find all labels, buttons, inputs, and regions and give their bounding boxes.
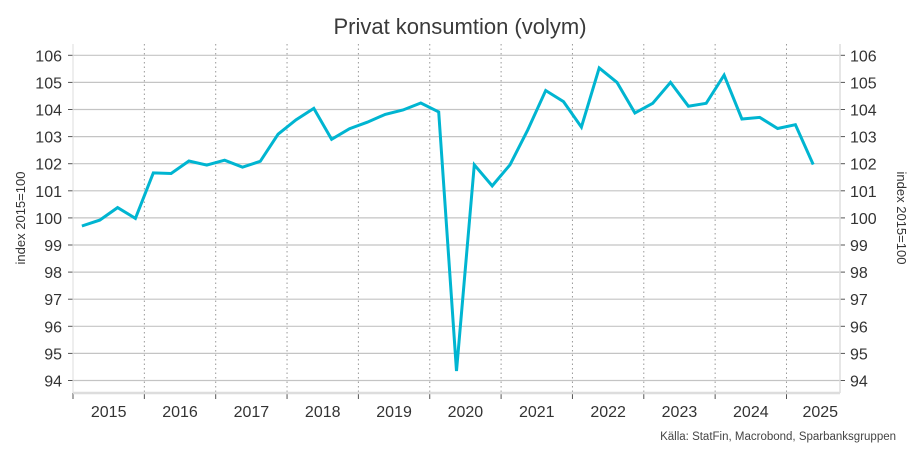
y-tick-label-left: 100 [35,211,62,228]
y-tick-label-right: 103 [850,130,877,147]
source-note: Källa: StatFin, Macrobond, Sparbanksgrup… [660,431,896,443]
y-tick-label-left: 103 [35,130,62,147]
y-tick-label-left: 106 [35,48,62,65]
x-tick-label: 2022 [590,404,626,421]
chart-title: Privat konsumtion (volym) [333,14,586,39]
y-tick-label-right: 102 [850,157,877,174]
y-tick-label-right: 94 [850,374,868,391]
x-tick-label: 2020 [448,404,484,421]
y-tick-label-left: 99 [44,238,62,255]
x-tick-label: 2019 [376,404,412,421]
y-tick-label-left: 105 [35,75,62,92]
x-tick-label: 2023 [662,404,698,421]
x-tick-label: 2025 [802,404,838,421]
y-tick-label-right: 104 [850,103,877,120]
y-tick-label-right: 101 [850,184,877,201]
x-tick-label: 2016 [162,404,198,421]
y-axis-label-left: index 2015=100 [13,172,28,265]
y-tick-label-left: 98 [44,265,62,282]
y-tick-label-right: 106 [850,48,877,65]
y-tick-label-left: 97 [44,292,62,309]
x-tick-label: 2015 [91,404,127,421]
y-tick-label-left: 96 [44,319,62,336]
y-axis-label-right: index 2015=100 [894,172,909,265]
y-tick-label-right: 99 [850,238,868,255]
y-tick-label-left: 104 [35,103,62,120]
x-tick-label: 2018 [305,404,341,421]
x-tick-label: 2024 [733,404,769,421]
y-tick-label-right: 100 [850,211,877,228]
y-tick-label-right: 98 [850,265,868,282]
x-tick-label: 2017 [234,404,270,421]
y-tick-label-left: 101 [35,184,62,201]
series-line [81,65,815,372]
y-tick-label-right: 96 [850,319,868,336]
y-tick-label-right: 105 [850,75,877,92]
y-tick-label-right: 95 [850,346,868,363]
y-tick-label-right: 97 [850,292,868,309]
y-tick-label-left: 95 [44,346,62,363]
y-tick-label-left: 102 [35,157,62,174]
y-tick-label-left: 94 [44,374,62,391]
x-tick-label: 2021 [519,404,555,421]
